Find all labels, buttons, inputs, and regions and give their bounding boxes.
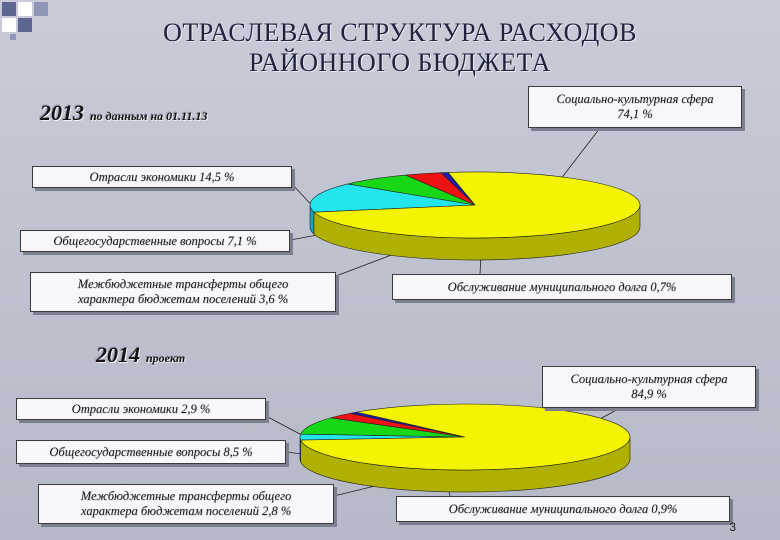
year-2013-note: по данным на 01.11.13 <box>90 109 208 123</box>
title-line-1: ОТРАСЛЕВАЯ СТРУКТУРА РАСХОДОВ <box>163 18 637 47</box>
pie-slice-2014-0 <box>300 403 631 471</box>
pie-slice-2013-1 <box>309 183 476 213</box>
year-2014-note: проект <box>146 351 186 365</box>
label-2014-government: Общегосударственные вопросы 8,5 % <box>16 440 286 464</box>
decorative-squares <box>2 2 48 40</box>
pie-slice-2014-2 <box>300 417 466 438</box>
pie-slice-2013-0 <box>313 171 641 239</box>
label-2013-transfers: Межбюджетные трансферты общего характера… <box>30 272 336 312</box>
label-2013-debt: Обслуживание муниципального долга 0,7% <box>392 274 732 300</box>
year-2013-heading: 2013 по данным на 01.11.13 <box>40 100 208 126</box>
year-2014-heading: 2014 проект <box>96 342 185 368</box>
label-2013-economy: Отрасли экономики 14,5 % <box>32 166 292 188</box>
label-2014-debt: Обслуживание муниципального долга 0,9% <box>396 496 730 522</box>
page-number: 3 <box>729 520 736 534</box>
pie-chart-2013 <box>309 171 641 261</box>
year-2014-label: 2014 <box>96 342 140 367</box>
title-line-2: РАЙОННОГО БЮДЖЕТА <box>249 48 551 77</box>
year-2013-label: 2013 <box>40 100 84 125</box>
label-2013-social: Социально-культурная сфера 74,1 % <box>528 86 742 128</box>
page-title: ОТРАСЛЕВАЯ СТРУКТУРА РАСХОДОВ РАЙОННОГО … <box>120 18 680 78</box>
pie-chart-2014 <box>299 403 631 493</box>
label-2013-government: Общегосударственные вопросы 7,1 % <box>20 230 290 252</box>
label-2014-social: Социально-культурная сфера 84,9 % <box>542 366 756 408</box>
label-2014-transfers: Межбюджетные трансферты общего характера… <box>38 484 334 524</box>
leader-line-0 <box>559 127 601 181</box>
label-2014-economy: Отрасли экономики 2,9 % <box>16 398 266 420</box>
